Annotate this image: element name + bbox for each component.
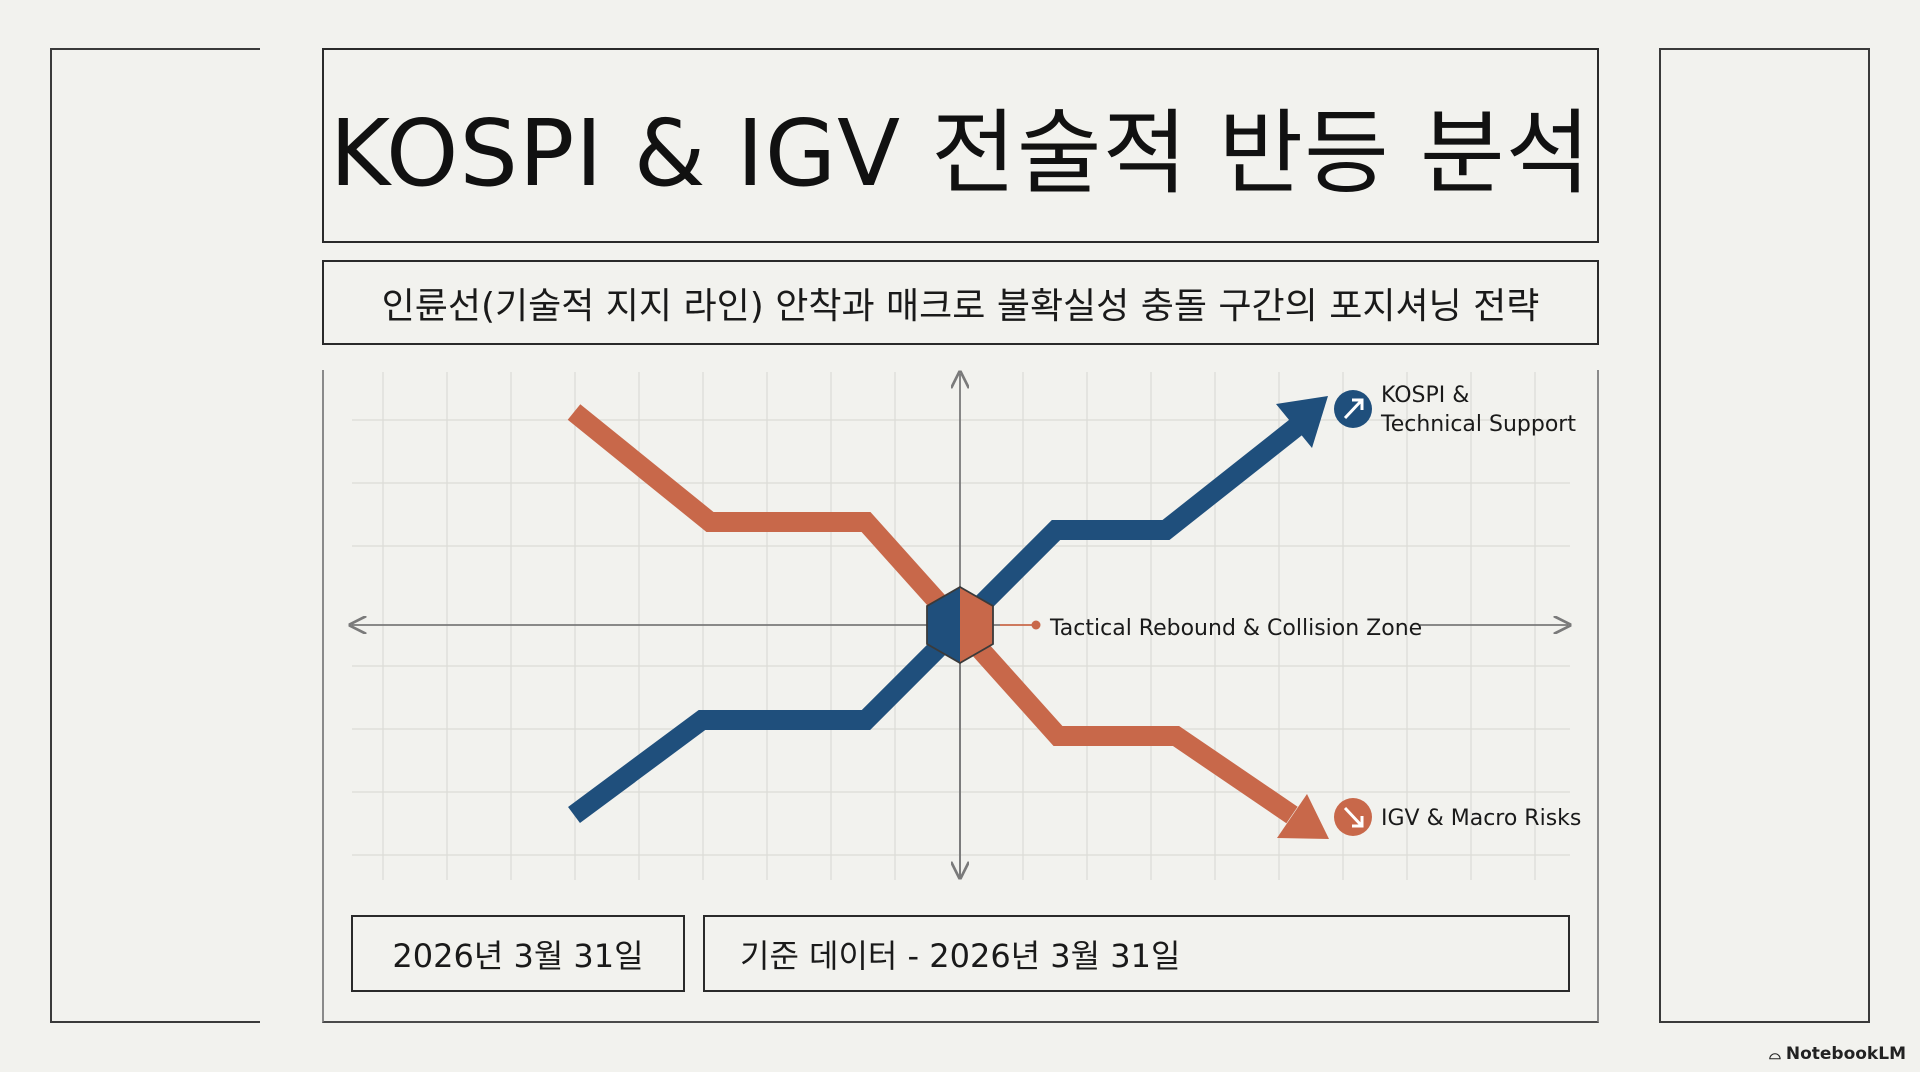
kospi-label-line1: KOSPI &	[1381, 383, 1469, 408]
arrow-down-right-icon	[1334, 798, 1372, 836]
notebooklm-logo-icon: ⌓	[1768, 1045, 1781, 1063]
subtitle-box: 인륜선(기술적 지지 라인) 안착과 매크로 불확실성 충돌 구간의 포지셔닝 …	[322, 260, 1599, 345]
diagram-frame	[322, 370, 1599, 1023]
kospi-label-line2: Technical Support	[1380, 412, 1576, 437]
data-basis-text: 기준 데이터 - 2026년 3월 31일	[740, 936, 1181, 975]
title-box: KOSPI & IGV 전술적 반등 분석	[322, 48, 1599, 243]
kospi-arrowhead	[1276, 396, 1328, 448]
date-text: 2026년 3월 31일	[392, 936, 644, 975]
brand-name: NotebookLM	[1785, 1044, 1906, 1064]
page-title: KOSPI & IGV 전술적 반등 분석	[329, 100, 1592, 207]
date-box: 2026년 3월 31일	[351, 915, 685, 992]
igv-label: IGV & Macro Risks	[1381, 806, 1581, 831]
arrow-up-right-icon	[1334, 390, 1372, 428]
page-subtitle: 인륜선(기술적 지지 라인) 안착과 매크로 불확실성 충돌 구간의 포지셔닝 …	[381, 285, 1540, 327]
center-label: Tactical Rebound & Collision Zone	[1049, 616, 1422, 641]
center-label-dot	[1031, 620, 1041, 630]
igv-arrowhead	[1277, 794, 1329, 839]
grid	[352, 372, 1570, 880]
right-side-panel	[1659, 48, 1870, 1023]
collision-zone-hexagon	[926, 585, 994, 665]
left-side-panel	[50, 48, 260, 1023]
brand-watermark: ⌓ NotebookLM	[1769, 1044, 1906, 1064]
data-basis-box: 기준 데이터 - 2026년 3월 31일	[703, 915, 1570, 992]
